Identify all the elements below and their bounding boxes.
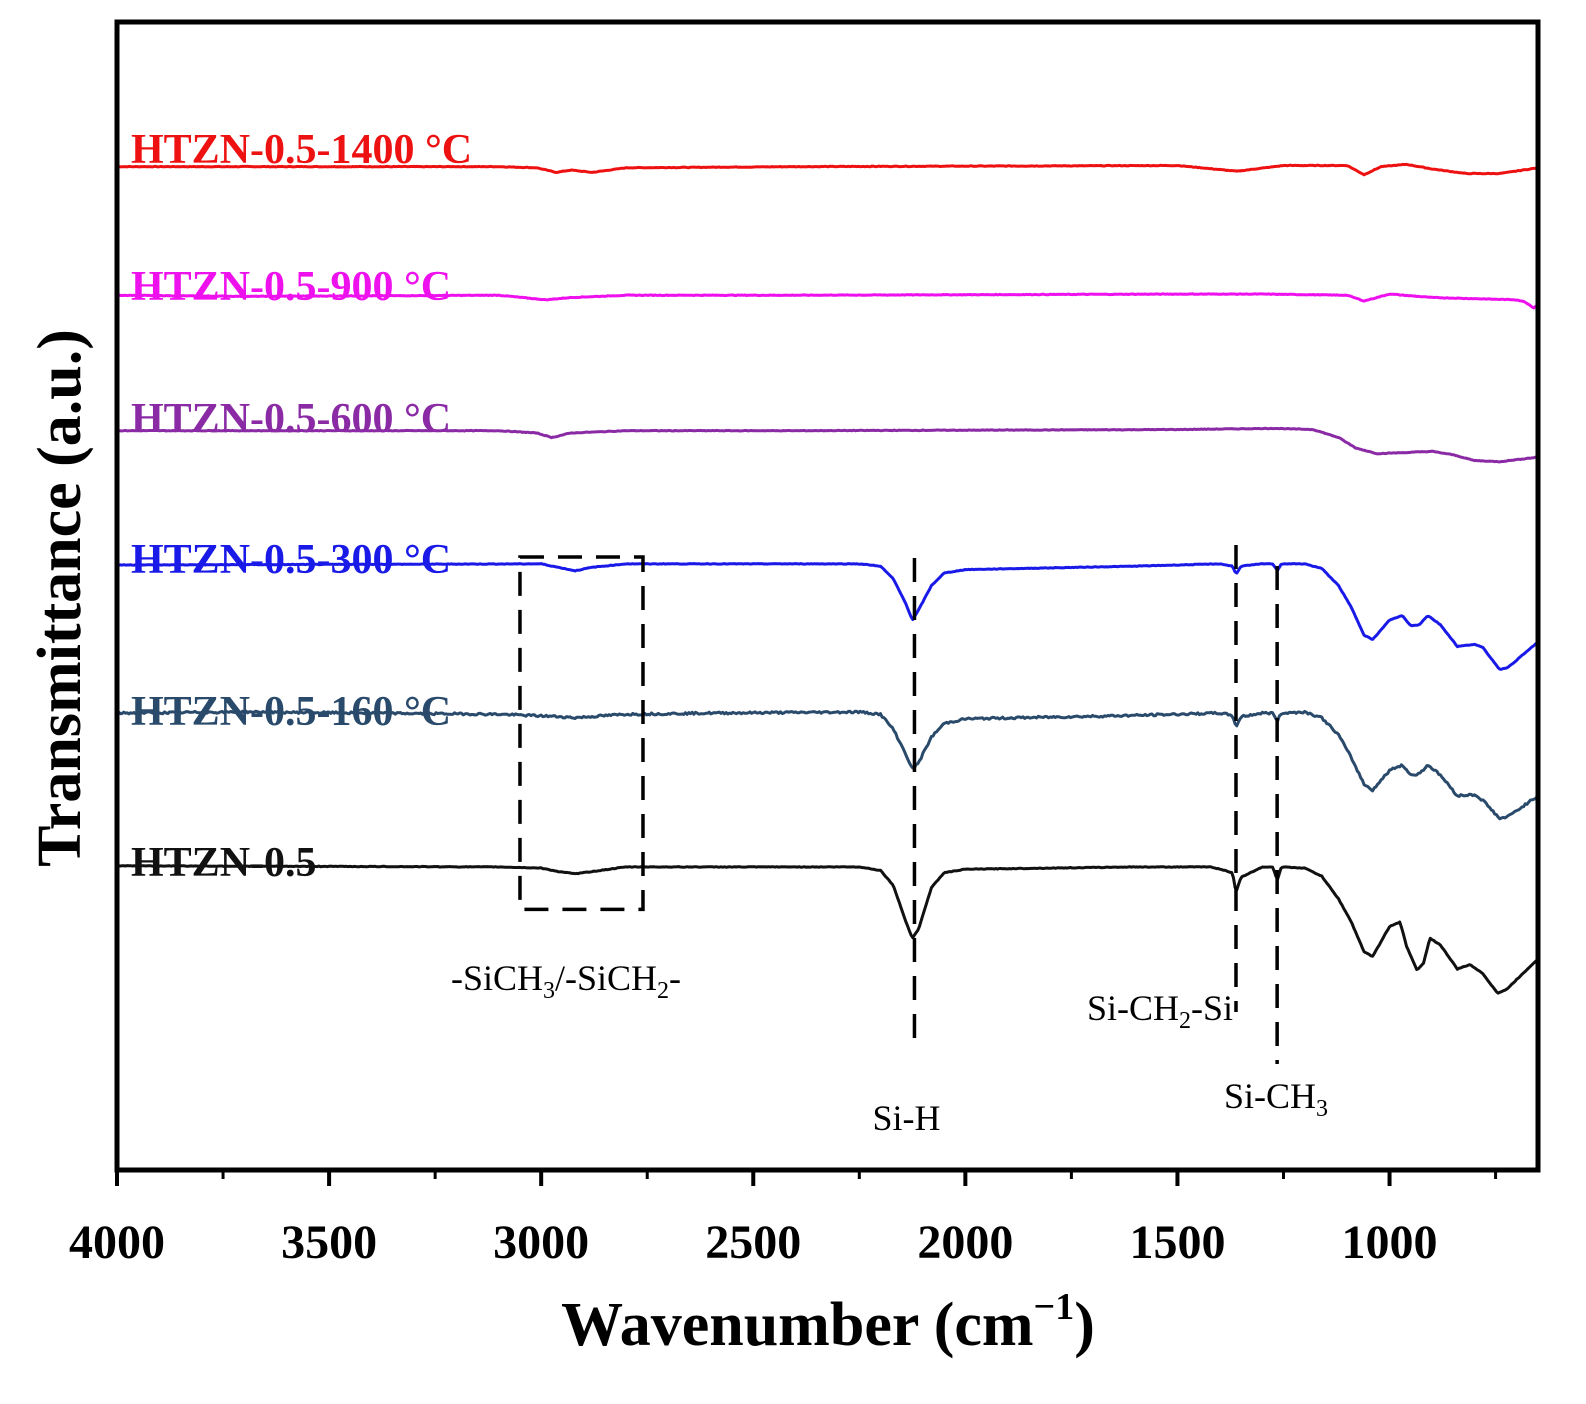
legend-label-5: HTZN-0.5-160 °C bbox=[131, 689, 451, 735]
x-tick-label-5: 2000 bbox=[917, 1216, 1013, 1269]
annotation-si-ch3: Si-CH3 bbox=[1224, 1076, 1328, 1122]
series-line-2 bbox=[116, 292, 1539, 310]
annotation-si-h: Si-H bbox=[872, 1098, 940, 1138]
legend-label-4: HTZN-0.5-300 °C bbox=[131, 537, 451, 583]
annotation-si-ch2-si: Si-CH2-Si bbox=[1087, 988, 1233, 1034]
legend-label-6: HTZN-0.5 bbox=[131, 840, 317, 886]
x-tick-label-6: 1500 bbox=[1129, 1216, 1225, 1269]
x-axis-ticks: 4000 3500 3000 2500 2000 1500 1000 bbox=[69, 1170, 1498, 1269]
x-tick-label-3: 3000 bbox=[493, 1216, 589, 1269]
x-tick-label-1: 4000 bbox=[69, 1216, 165, 1269]
y-axis-label: Transmittance (a.u.) bbox=[26, 329, 94, 867]
series-line-1 bbox=[116, 162, 1538, 177]
legend-label-1: HTZN-0.5-1400 °C bbox=[131, 127, 472, 173]
series-line-3 bbox=[116, 426, 1538, 464]
series-line-6 bbox=[117, 864, 1539, 995]
annotation-layer: -SiCH3/-SiCH2- Si-H Si-CH2-Si Si-CH3 bbox=[451, 545, 1328, 1138]
legend-label-2: HTZN-0.5-900 °C bbox=[131, 264, 451, 310]
series-line-5 bbox=[116, 709, 1539, 821]
x-tick-label-7: 1000 bbox=[1342, 1216, 1438, 1269]
x-axis-label: Wavenumber (cm−1) bbox=[561, 1286, 1095, 1359]
series-line-4 bbox=[116, 562, 1539, 671]
legend-label-3: HTZN-0.5-600 °C bbox=[131, 396, 451, 442]
plot-frame bbox=[114, 19, 1541, 1173]
series-layer: HTZN-0.5-1400 °C HTZN-0.5-900 °C HTZN-0.5-… bbox=[116, 127, 1539, 995]
x-tick-label-4: 2500 bbox=[705, 1216, 801, 1269]
dashed-region-box bbox=[518, 555, 645, 912]
annotation-sich3-sich2: -SiCH3/-SiCH2- bbox=[451, 958, 681, 1004]
x-tick-label-2: 3500 bbox=[281, 1216, 377, 1269]
